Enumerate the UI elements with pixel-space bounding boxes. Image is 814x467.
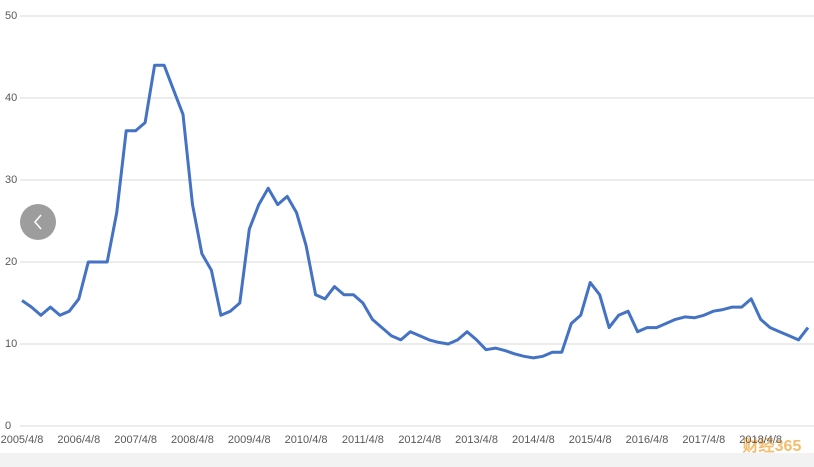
x-tick-label: 2016/4/8	[626, 434, 669, 446]
y-tick-label: 40	[5, 92, 17, 104]
x-tick-label: 2014/4/8	[512, 434, 555, 446]
nav-button[interactable]	[20, 204, 56, 240]
x-tick-label: 2017/4/8	[682, 434, 725, 446]
watermark: 财经365	[742, 436, 802, 455]
x-tick-label: 2006/4/8	[57, 434, 100, 446]
x-tick-label: 2008/4/8	[171, 434, 214, 446]
x-tick-label: 2010/4/8	[285, 434, 328, 446]
y-tick-label: 20	[5, 256, 17, 268]
y-tick-label: 10	[5, 338, 17, 350]
x-tick-label: 2015/4/8	[569, 434, 612, 446]
x-tick-label: 2009/4/8	[228, 434, 271, 446]
footer-bar	[0, 453, 814, 467]
x-tick-label: 2005/4/8	[1, 434, 44, 446]
y-tick-label: 30	[5, 174, 17, 186]
y-tick-label: 0	[5, 420, 11, 432]
x-tick-label: 2011/4/8	[342, 434, 384, 446]
y-tick-label: 50	[5, 10, 17, 22]
x-tick-label: 2012/4/8	[398, 434, 441, 446]
x-tick-label: 2007/4/8	[114, 434, 157, 446]
data-line	[21, 63, 810, 360]
x-tick-label: 2018/4/8	[739, 434, 782, 446]
x-tick-label: 2013/4/8	[455, 434, 498, 446]
